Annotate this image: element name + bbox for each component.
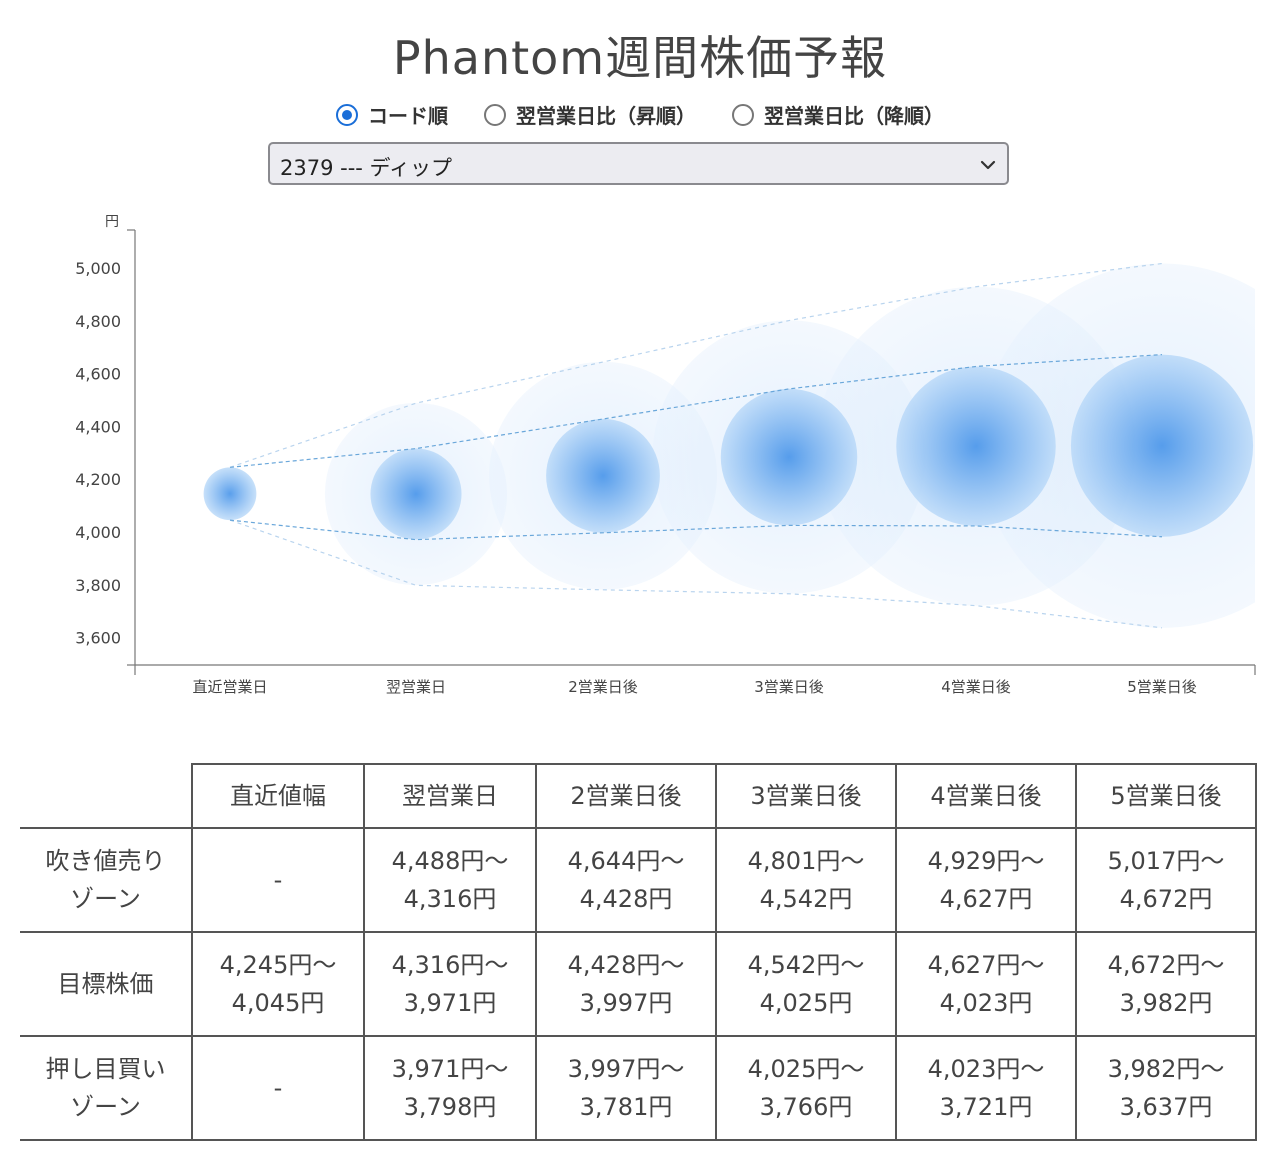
- radio-unchecked-icon[interactable]: [484, 103, 506, 126]
- table-row-selling-zone: 吹き値売り ゾーン - 4,488円～ 4,316円 4,644円～ 4,428円 4…: [20, 827, 1257, 933]
- sort-option-desc[interactable]: 翌営業日比（降順）: [732, 100, 944, 129]
- table-cell: 3,982円～ 3,637円: [1075, 1035, 1257, 1141]
- target-bubble: [1070, 354, 1254, 537]
- radio-checked-icon[interactable]: [336, 103, 358, 126]
- sort-option-label: 翌営業日比（昇順）: [516, 104, 696, 128]
- row-label: 吹き値売り ゾーン: [20, 827, 193, 933]
- y-tick-label: 3,600: [75, 629, 121, 648]
- x-tick-label: 2営業日後: [568, 678, 638, 696]
- table-cell: 4,488円～ 4,316円: [363, 827, 537, 933]
- column-header: 2営業日後: [535, 763, 717, 829]
- target-bubble: [896, 366, 1056, 526]
- y-tick-label: 4,000: [75, 523, 121, 542]
- sort-option-label: 翌営業日比（降順）: [764, 104, 944, 128]
- y-tick-label: 4,400: [75, 417, 121, 436]
- target-lower-line: [229, 519, 1163, 541]
- table-cell: 4,929円～ 4,627円: [895, 827, 1077, 933]
- y-tick-label: 4,600: [75, 365, 121, 384]
- forecast-table: 直近値幅 翌営業日 2営業日後 3営業日後 4営業日後 5営業日後 吹き値売りゾ…: [20, 763, 1257, 1141]
- target-upper-line: [229, 353, 1163, 468]
- row-label: 押し目買い ゾーン: [20, 1035, 193, 1141]
- table-cell: 4,316円～ 3,971円: [363, 931, 537, 1037]
- chevron-down-icon: [980, 160, 996, 170]
- sort-option-code[interactable]: コード順: [336, 100, 448, 129]
- x-tick-label: 翌営業日: [386, 678, 446, 696]
- table-cell: 4,672円～ 3,982円: [1075, 931, 1257, 1037]
- stock-select[interactable]: 2379 --- ディップ: [268, 142, 1009, 185]
- forecast-chart-svg: 円 3,600 3,800 4,000 4,200 4,400 4,600 4,800 5,00…: [75, 200, 1280, 710]
- x-tick-label: 3営業日後: [754, 678, 824, 696]
- sort-option-label: コード順: [368, 104, 448, 128]
- table-cell: 4,245円～ 4,045円: [191, 931, 365, 1037]
- table-corner: [20, 764, 193, 829]
- y-tick-label: 4,200: [75, 470, 121, 489]
- outer-upper-line: [229, 262, 1163, 468]
- target-bubble: [546, 418, 660, 533]
- table-cell: 5,017円～ 4,672円: [1075, 827, 1257, 933]
- stock-select-value: 2379 --- ディップ: [280, 156, 453, 180]
- table-row-target-price: 目標株価 4,245円～ 4,045円 4,316円～ 3,971円 4,428円～…: [20, 931, 1257, 1037]
- column-header: 4営業日後: [895, 763, 1077, 829]
- table-cell: 3,997円～ 3,781円: [535, 1035, 717, 1141]
- table-cell: 4,627円～ 4,023円: [895, 931, 1077, 1037]
- column-header: 3営業日後: [715, 763, 897, 829]
- y-tick-label: 3,800: [75, 576, 121, 595]
- table-header-row: 直近値幅 翌営業日 2営業日後 3営業日後 4営業日後 5営業日後: [20, 763, 1257, 829]
- y-tick-label: 5,000: [75, 259, 121, 278]
- table-cell: -: [191, 1035, 365, 1141]
- page-title: Phantom週間株価予報: [392, 31, 888, 85]
- table-cell: 4,023円～ 3,721円: [895, 1035, 1077, 1141]
- table-cell: 4,801円～ 4,542円: [715, 827, 897, 933]
- chart-right-mask: [1255, 200, 1280, 710]
- y-tick-label: 4,800: [75, 312, 121, 331]
- x-tick-label: 直近営業日: [192, 678, 267, 696]
- sort-options: コード順 翌営業日比（昇順） 翌営業日比（降順）: [0, 100, 1280, 129]
- column-header: 直近値幅: [191, 763, 365, 829]
- table-cell: 4,542円～ 4,025円: [715, 931, 897, 1037]
- table-cell: 4,428円～ 3,997円: [535, 931, 717, 1037]
- table-cell: 4,025円～ 3,766円: [715, 1035, 897, 1141]
- x-tick-label: 4営業日後: [941, 678, 1011, 696]
- table-cell: -: [191, 827, 365, 933]
- column-header: 5営業日後: [1075, 763, 1257, 829]
- forecast-chart: 円 3,600 3,800 4,000 4,200 4,400 4,600 4,800 5,00…: [0, 200, 1280, 710]
- column-header: 翌営業日: [363, 763, 537, 829]
- target-bubble: [720, 388, 858, 526]
- sort-option-asc[interactable]: 翌営業日比（昇順）: [484, 100, 696, 129]
- row-label: 目標株価: [20, 931, 193, 1037]
- radio-unchecked-icon[interactable]: [732, 103, 754, 126]
- table-row-buying-zone: 押し目買い ゾーン - 3,971円～ 3,798円 3,997円～ 3,781円 4…: [20, 1035, 1257, 1141]
- x-tick-label: 5営業日後: [1127, 678, 1197, 696]
- table-cell: 4,644円～ 4,428円: [535, 827, 717, 933]
- table-cell: 3,971円～ 3,798円: [363, 1035, 537, 1141]
- target-bubble: [370, 448, 462, 540]
- target-bubble: [203, 467, 257, 521]
- y-axis-label: 円: [105, 214, 119, 230]
